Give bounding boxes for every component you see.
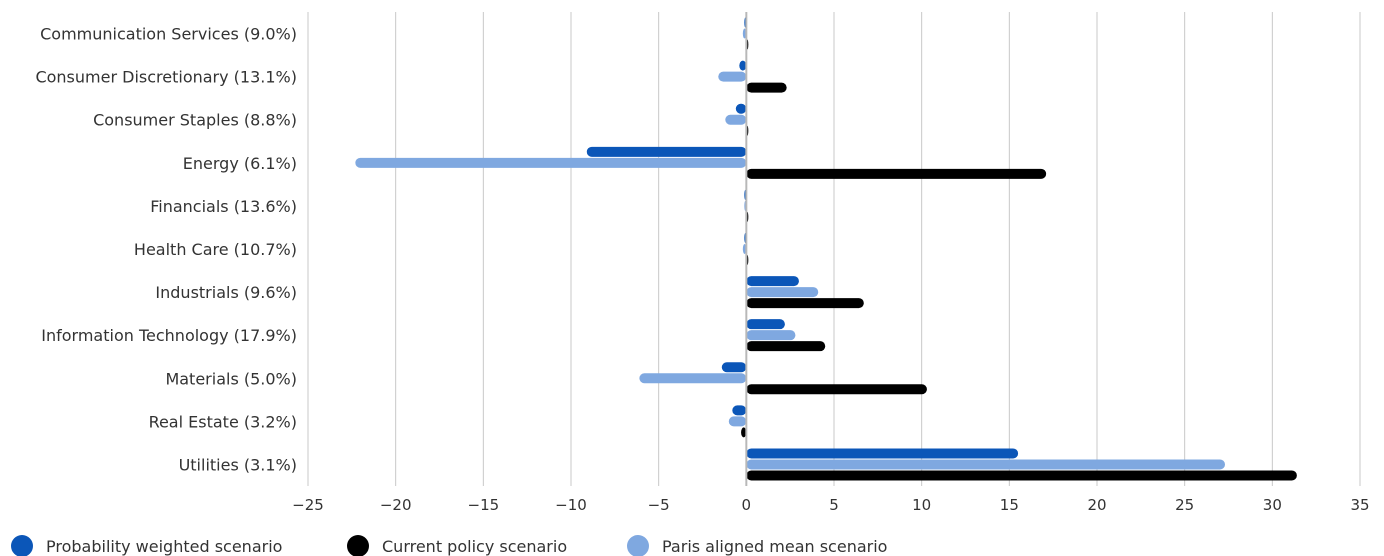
category-label: Consumer Staples (8.8%) (93, 111, 297, 130)
legend-item: Probability weighted scenario (11, 535, 282, 556)
category-labels: Communication Services (9.0%) Consumer Di… (35, 25, 297, 475)
category-label: Financials (13.6%) (150, 197, 297, 216)
legend-label: Probability weighted scenario (46, 537, 282, 556)
bar-1-7 (746, 276, 799, 287)
x-tick-label: −25 (292, 496, 324, 514)
category-label: Utilities (3.1%) (179, 455, 297, 474)
bar-1-4 (586, 146, 747, 157)
bar-3-11 (746, 470, 1297, 481)
legend-marker (627, 535, 649, 556)
x-tick-label: 0 (742, 496, 752, 514)
bar-2-8 (746, 330, 796, 341)
bar-2-4 (355, 157, 747, 168)
gridlines (307, 12, 1361, 486)
bar-1-8 (746, 319, 785, 330)
bar-3-2 (746, 82, 787, 93)
x-tick-label: −5 (648, 496, 670, 514)
x-tick-label: 15 (1000, 496, 1019, 514)
x-tick-label: 35 (1350, 496, 1369, 514)
bar-2-7 (746, 287, 819, 298)
x-tick-label: −10 (555, 496, 587, 514)
x-tick-label: −15 (468, 496, 500, 514)
category-label: Health Care (10.7%) (134, 240, 297, 259)
legend-label: Paris aligned mean scenario (662, 537, 887, 556)
bar-3-10 (741, 427, 747, 438)
legend: Probability weighted scenario Current pol… (11, 535, 887, 556)
bar-1-2 (739, 60, 747, 71)
x-tick-label: 20 (1087, 496, 1106, 514)
bar-3-4 (746, 168, 1047, 179)
bars (355, 17, 1297, 481)
category-label: Energy (6.1%) (183, 154, 297, 173)
x-tick-label: −20 (380, 496, 412, 514)
bar-3-9 (746, 384, 927, 395)
category-label: Information Technology (17.9%) (41, 326, 297, 345)
x-tick-label: 10 (912, 496, 931, 514)
legend-item: Paris aligned mean scenario (627, 535, 887, 556)
x-tick-labels: −25 −20 −15 −10 −5 0 5 10 15 20 25 30 35 (292, 496, 1369, 514)
bar-1-11 (746, 448, 1019, 459)
bar-1-9 (721, 362, 747, 373)
category-label: Consumer Discretionary (13.1%) (35, 68, 297, 87)
legend-item: Current policy scenario (347, 535, 567, 556)
bar-2-9 (639, 373, 747, 384)
bar-3-7 (746, 298, 864, 309)
legend-label: Current policy scenario (382, 537, 567, 556)
bar-1-3 (735, 103, 747, 114)
category-label: Materials (5.0%) (165, 369, 297, 388)
bar-2-10 (728, 416, 747, 427)
x-tick-label: 5 (829, 496, 839, 514)
x-tick-label: 25 (1175, 496, 1194, 514)
legend-marker (347, 535, 369, 556)
bar-2-11 (746, 459, 1225, 470)
legend-marker (11, 535, 33, 556)
bar-1-10 (732, 405, 747, 416)
x-tick-label: 30 (1263, 496, 1282, 514)
category-label: Industrials (9.6%) (155, 283, 297, 302)
bar-2-3 (725, 114, 747, 125)
bar-3-8 (746, 341, 826, 352)
category-label: Communication Services (9.0%) (40, 25, 297, 44)
bar-2-2 (718, 71, 747, 82)
category-label: Real Estate (3.2%) (149, 412, 297, 431)
